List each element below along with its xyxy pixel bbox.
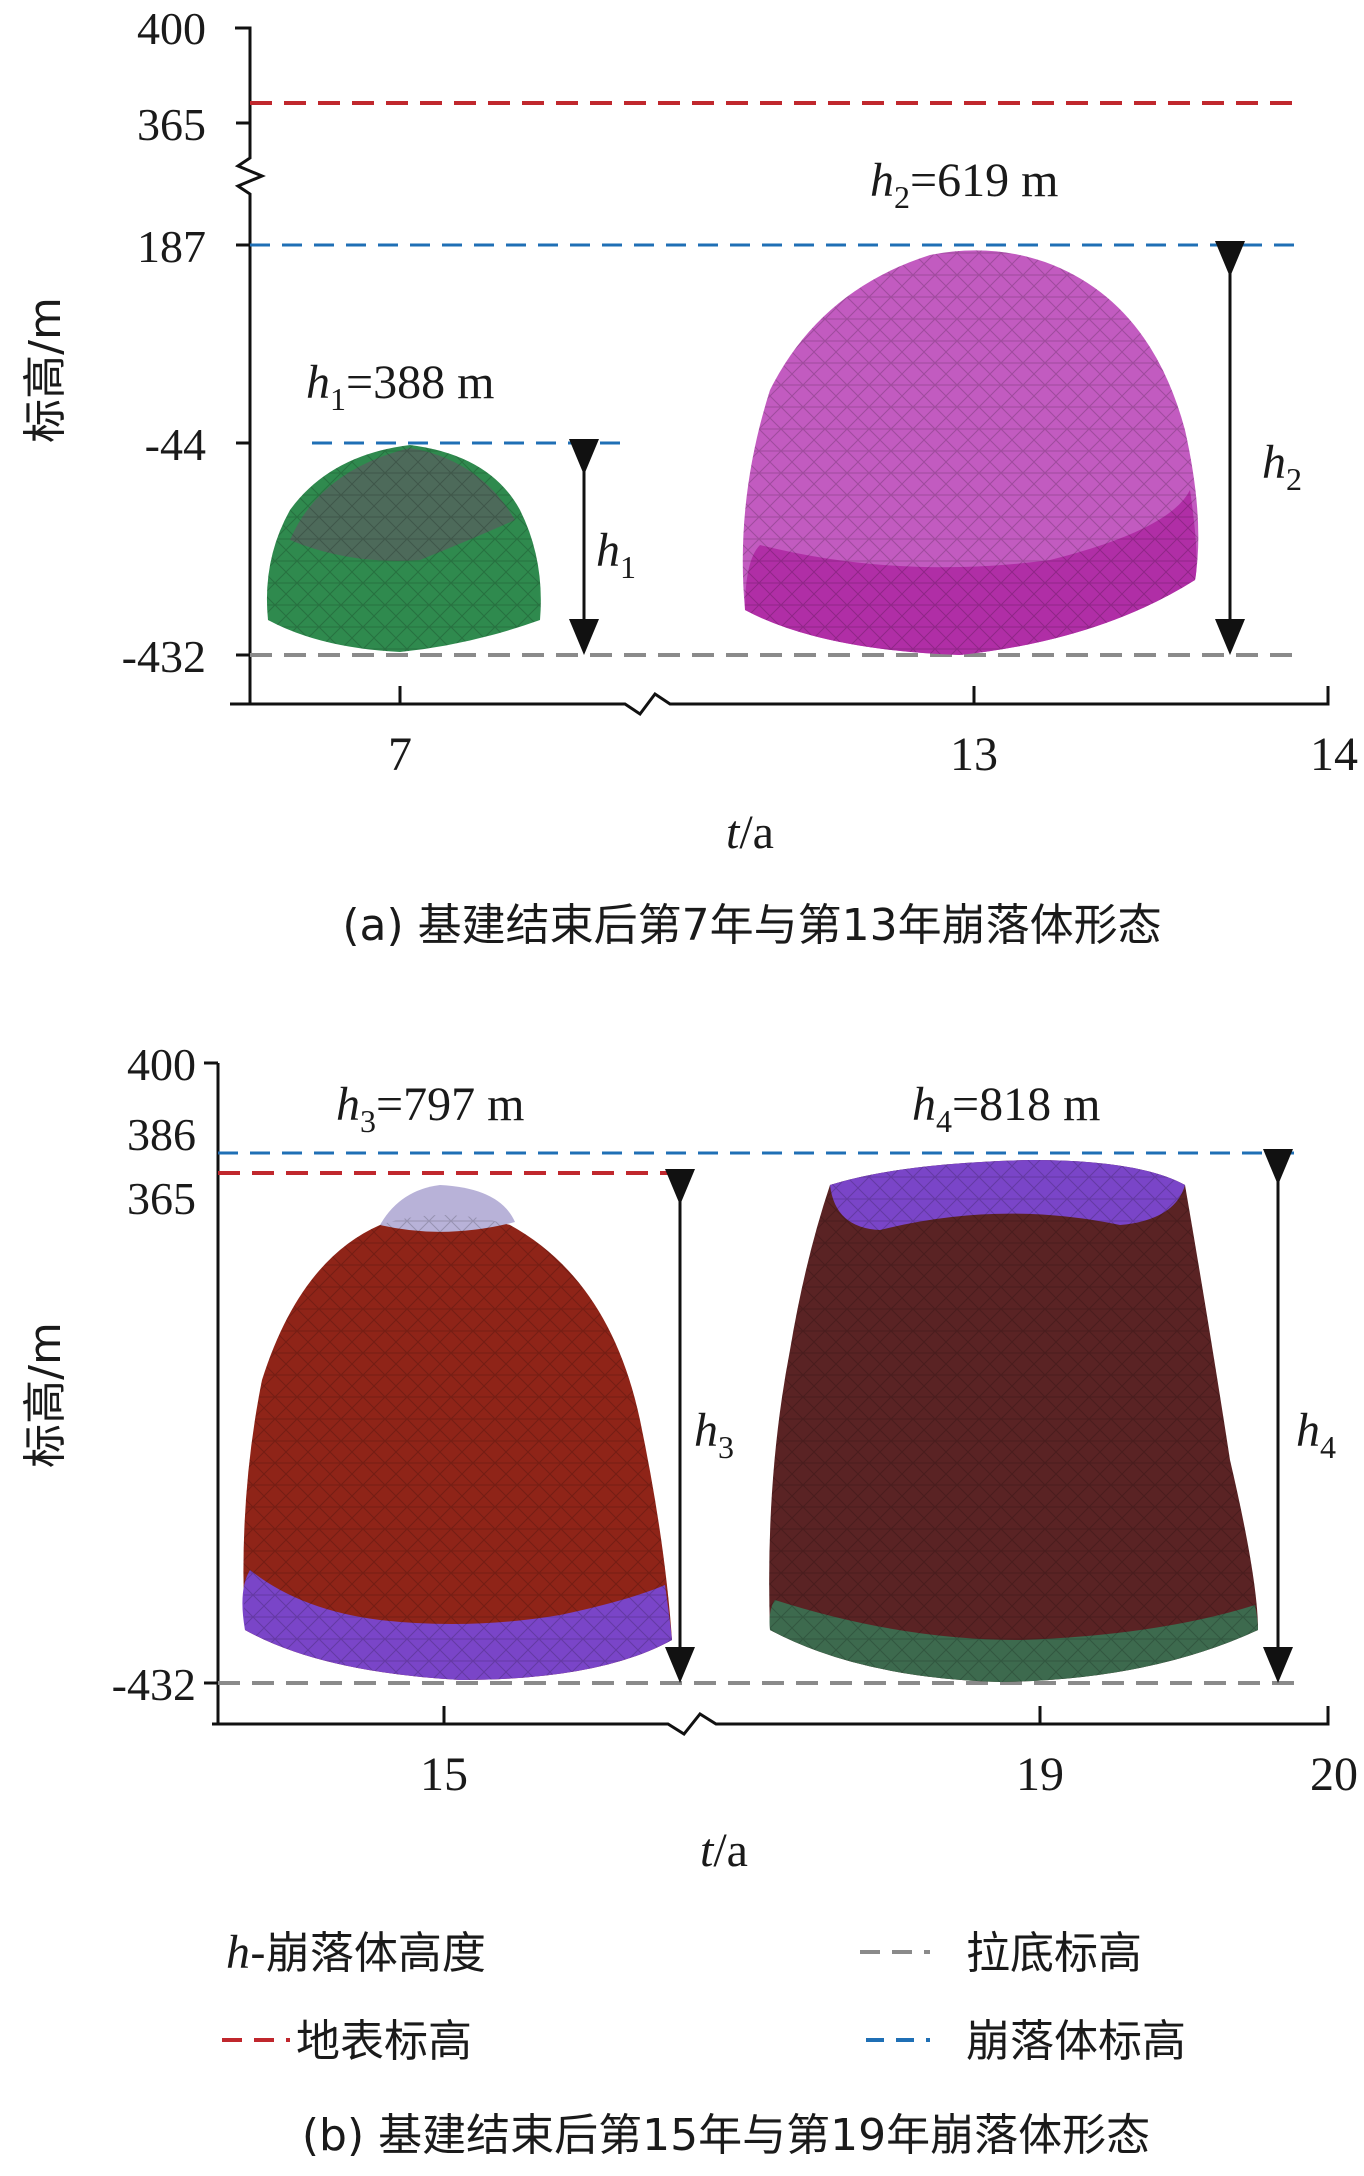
panel-b-x-tick-19: 19 bbox=[1016, 1748, 1064, 1801]
panel-b-y-tick-m432: -432 bbox=[112, 1659, 196, 1710]
h2-value-label: h2=619 m bbox=[870, 154, 1058, 215]
legend-undercut-label: 拉底标高 bbox=[966, 1928, 1142, 1979]
legend-height: h-崩落体高度 bbox=[226, 1926, 486, 1979]
panel-a-y-tick-marks bbox=[236, 26, 250, 657]
panel-a-x-axis bbox=[230, 686, 1330, 717]
panel-a-y-tick-400: 400 bbox=[137, 3, 206, 54]
panel-b: 400 386 365 -432 标高/m 15 19 20 t/a h3=79… bbox=[20, 1039, 1358, 1877]
panel-b-x-tick-marks bbox=[442, 1706, 1042, 1724]
h1-side-label: h1 bbox=[596, 524, 636, 585]
h3-value-label: h3=797 m bbox=[336, 1078, 524, 1139]
cave-body-year-19 bbox=[769, 1160, 1258, 1682]
legend-cave-label: 崩落体标高 bbox=[966, 2016, 1186, 2067]
h1-value-label: h1=388 m bbox=[306, 356, 494, 417]
panel-a: 400 365 187 -44 -432 标高/m 7 13 14 t/a h1… bbox=[20, 3, 1358, 951]
legend: h-崩落体高度 拉底标高 地表标高 崩落体标高 bbox=[222, 1926, 1186, 2067]
cave-body-year-13 bbox=[742, 250, 1199, 655]
panel-a-y-tick-m44: -44 bbox=[145, 419, 206, 470]
panel-a-x-axis-label: t/a bbox=[726, 806, 774, 859]
panel-b-y-axis-label: 标高/m bbox=[20, 1322, 71, 1468]
panel-a-x-tick-marks bbox=[398, 686, 976, 704]
panel-a-y-axis bbox=[234, 26, 266, 704]
panel-b-y-tick-386: 386 bbox=[127, 1109, 196, 1160]
panel-b-caption: (b) 基建结束后第15年与第19年崩落体形态 bbox=[302, 2110, 1150, 2161]
panel-a-x-tick-14: 14 bbox=[1310, 728, 1358, 781]
panel-a-y-tick-365: 365 bbox=[137, 99, 206, 150]
panel-b-x-tick-20: 20 bbox=[1310, 1748, 1358, 1801]
panel-a-x-tick-13: 13 bbox=[950, 728, 998, 781]
cave-body-year-15 bbox=[242, 1185, 672, 1680]
panel-a-y-tick-m432: -432 bbox=[122, 631, 206, 682]
panel-a-caption: (a) 基建结束后第7年与第13年崩落体形态 bbox=[342, 900, 1161, 951]
legend-surface-label: 地表标高 bbox=[296, 2016, 472, 2067]
panel-a-x-tick-7: 7 bbox=[388, 728, 412, 781]
h3-side-label: h3 bbox=[694, 1404, 734, 1465]
panel-b-y-tick-400: 400 bbox=[127, 1039, 196, 1090]
cave-body-year-7 bbox=[266, 445, 541, 652]
panel-b-y-tick-marks bbox=[204, 1061, 218, 1685]
h4-side-label: h4 bbox=[1296, 1404, 1336, 1465]
panel-b-y-tick-365: 365 bbox=[127, 1173, 196, 1224]
panel-a-y-axis-label: 标高/m bbox=[20, 297, 71, 443]
panel-b-x-axis-label: t/a bbox=[700, 1824, 748, 1877]
panel-a-y-tick-187: 187 bbox=[137, 221, 206, 272]
panel-b-x-tick-15: 15 bbox=[420, 1748, 468, 1801]
h2-side-label: h2 bbox=[1262, 436, 1302, 497]
panel-b-x-axis bbox=[212, 1706, 1330, 1736]
h4-value-label: h4=818 m bbox=[912, 1078, 1100, 1139]
